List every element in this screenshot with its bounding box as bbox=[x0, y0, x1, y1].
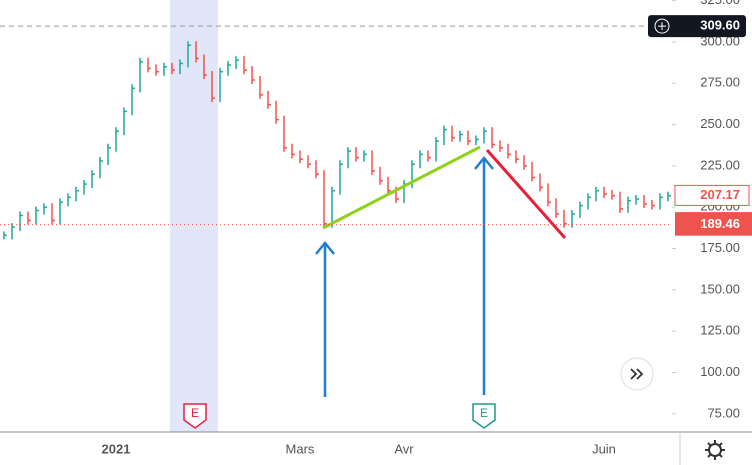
highlight-band bbox=[170, 0, 218, 432]
y-tick-label: 150.00 bbox=[700, 281, 740, 296]
y-tick-label: 300.00 bbox=[700, 33, 740, 48]
y-tick-label: 250.00 bbox=[700, 116, 740, 131]
x-tick-label: Juin bbox=[592, 441, 616, 456]
price-label-box bbox=[675, 213, 752, 236]
y-tick-label: 275.00 bbox=[700, 75, 740, 90]
earnings-marker: E bbox=[472, 403, 496, 429]
price-label: 189.46 bbox=[700, 216, 740, 231]
earnings-marker: E bbox=[183, 403, 207, 429]
plus-icon bbox=[658, 22, 666, 31]
y-tick-label: 75.00 bbox=[707, 405, 740, 420]
price-label-box bbox=[648, 15, 746, 38]
price-label: 309.60 bbox=[700, 18, 740, 33]
x-tick-label: Mars bbox=[286, 441, 315, 456]
y-tick-label: 325.00 bbox=[700, 0, 740, 7]
settings-icon[interactable] bbox=[705, 440, 725, 460]
plus-icon bbox=[654, 18, 670, 34]
x-tick-label: 2021 bbox=[102, 441, 131, 456]
arrow bbox=[315, 156, 494, 397]
x-tick-label: Avr bbox=[394, 441, 414, 456]
trend-line bbox=[322, 145, 481, 230]
y-tick-label: 100.00 bbox=[700, 364, 740, 379]
scroll-button[interactable] bbox=[620, 357, 654, 391]
earnings-label: E bbox=[480, 406, 488, 420]
earnings-label: E bbox=[191, 406, 199, 420]
y-tick-label: 125.00 bbox=[700, 323, 740, 338]
trend-line bbox=[485, 149, 567, 239]
price-label: 207.17 bbox=[700, 187, 740, 202]
y-tick-label: 225.00 bbox=[700, 157, 740, 172]
y-tick-label: 175.00 bbox=[700, 240, 740, 255]
price-label-box bbox=[674, 184, 750, 206]
